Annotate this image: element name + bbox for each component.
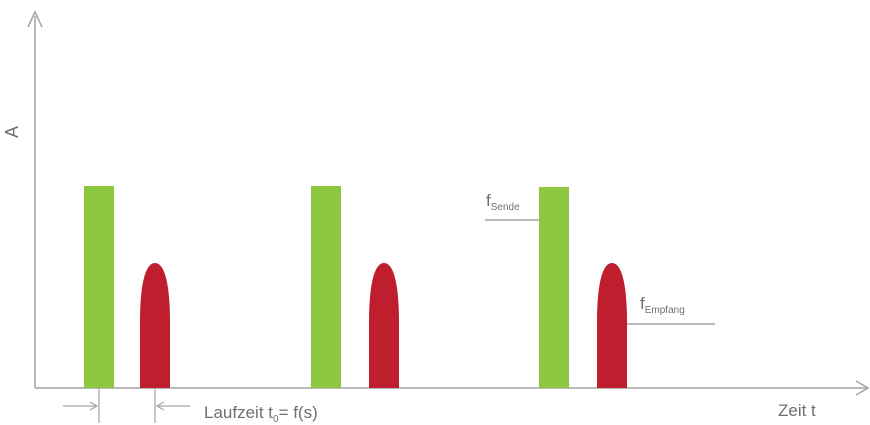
send-pulse-1	[84, 186, 114, 388]
runtime-arrowhead-left	[89, 401, 99, 411]
receive-frequency-main: f	[640, 294, 645, 313]
runtime-arrowhead-right	[155, 401, 165, 411]
receive-frequency-subscript: Empfang	[644, 305, 685, 316]
receive-pulse-1	[140, 263, 170, 388]
runtime-label-prefix: Laufzeit t	[204, 403, 273, 422]
send-pulse-3	[539, 187, 569, 388]
send-frequency-main: f	[486, 191, 491, 210]
runtime-label-subscript: 0	[273, 414, 279, 425]
receive-pulse-2	[369, 263, 399, 388]
send-frequency-label: fSende	[486, 192, 520, 213]
send-pulse-2	[311, 186, 341, 388]
y-axis-arrow	[27, 10, 43, 28]
runtime-label-suffix: = f(s)	[278, 403, 318, 422]
receive-pulse-3	[597, 263, 627, 388]
send-frequency-subscript: Sende	[490, 202, 520, 213]
x-axis-arrow	[855, 380, 870, 396]
x-axis-label: Zeit t	[778, 401, 816, 420]
receive-frequency-label: fEmpfang	[640, 295, 685, 316]
runtime-label: Laufzeit t0= f(s)	[204, 404, 318, 425]
y-axis-label: A	[2, 125, 23, 139]
